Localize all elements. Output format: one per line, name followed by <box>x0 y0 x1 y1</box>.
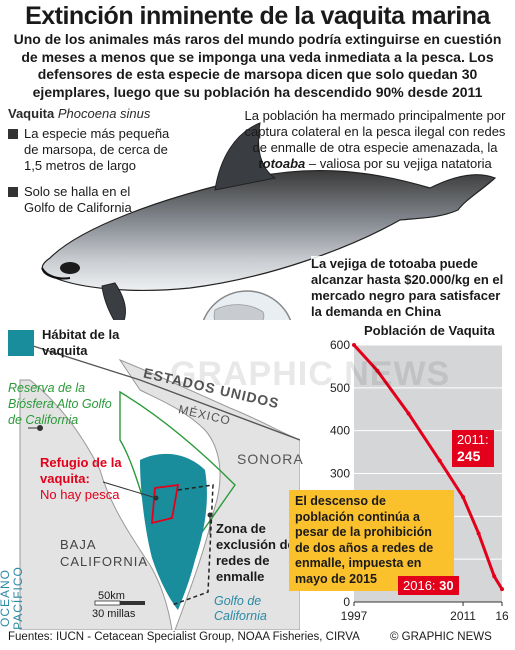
species-heading: Vaquita Phocoena sinus <box>8 106 223 122</box>
exclusion-zone-label: Zona de exclusión de redes de enmalle <box>216 521 295 584</box>
scale-km: 50km <box>98 590 125 602</box>
label-2011: 2011: 245 <box>452 430 494 467</box>
habitat-swatch <box>8 330 34 356</box>
species-info: Vaquita Phocoena sinus La especie más pe… <box>8 106 223 216</box>
bullet-square-icon <box>8 187 18 197</box>
x-tick-label: 2011 <box>450 609 476 623</box>
baja-label: BAJA CALIFORNIA <box>60 537 149 569</box>
pacific-label: OCÉANO PACÍFICO <box>0 566 25 630</box>
data-point <box>375 368 380 373</box>
species-latin: Phocoena sinus <box>57 106 151 121</box>
totoaba-word: totoaba <box>258 156 306 171</box>
page-title: Extinción inminente de la vaquita marina <box>25 2 490 30</box>
data-point <box>500 587 504 592</box>
refuge-label: Refugio de la vaquita: No hay pesca <box>40 455 122 502</box>
data-point <box>352 343 356 347</box>
footer-credit: © GRAPHIC NEWS <box>390 631 492 643</box>
label-2016: 2016: 30 <box>398 576 459 595</box>
vaquita-illustration <box>41 122 497 331</box>
data-point <box>461 495 466 500</box>
y-tick-label: 0 <box>343 595 350 609</box>
market-note: La vejiga de totoaba puede alcanzar hast… <box>311 256 511 320</box>
data-point <box>476 531 481 536</box>
footer-sources: Fuentes: IUCN - Cetacean Specialist Grou… <box>8 631 360 643</box>
species-fact: Solo se halla en el Golfo de California <box>8 184 223 216</box>
chart-title: Población de Vaquita <box>364 323 495 338</box>
x-tick-label: 1997 <box>341 609 368 623</box>
data-point <box>437 458 442 463</box>
x-tick-label: 16 <box>495 609 509 623</box>
threat-text: La población ha mermado principalmente p… <box>244 108 506 171</box>
habitat-legend: Hábitat de la vaquita <box>42 327 120 358</box>
y-tick-label: 600 <box>330 340 350 352</box>
reserve-label: Reserva de la Biósfera Alto Golfo de Cal… <box>8 381 112 427</box>
watermark: GRAPHIC NEWS <box>170 355 451 393</box>
sonora-label: SONORA <box>237 451 304 467</box>
y-tick-label: 300 <box>330 467 350 481</box>
data-point <box>492 574 497 579</box>
species-name: Vaquita <box>8 106 55 121</box>
gulf-map <box>0 320 300 630</box>
y-tick-label: 500 <box>330 381 350 395</box>
bullet-square-icon <box>8 129 18 139</box>
population-line <box>352 343 504 590</box>
y-tick-label: 400 <box>330 424 350 438</box>
data-point <box>406 411 411 416</box>
subtitle: Uno de los animales más raros del mundo … <box>13 31 502 100</box>
chart-callout: El descenso de población continúa a pesa… <box>289 490 454 591</box>
scale-mi: 30 millas <box>92 608 136 620</box>
gulf-label: Golfo de California <box>214 594 267 623</box>
species-fact: La especie más pequeña de marsopa, de ce… <box>8 126 223 174</box>
